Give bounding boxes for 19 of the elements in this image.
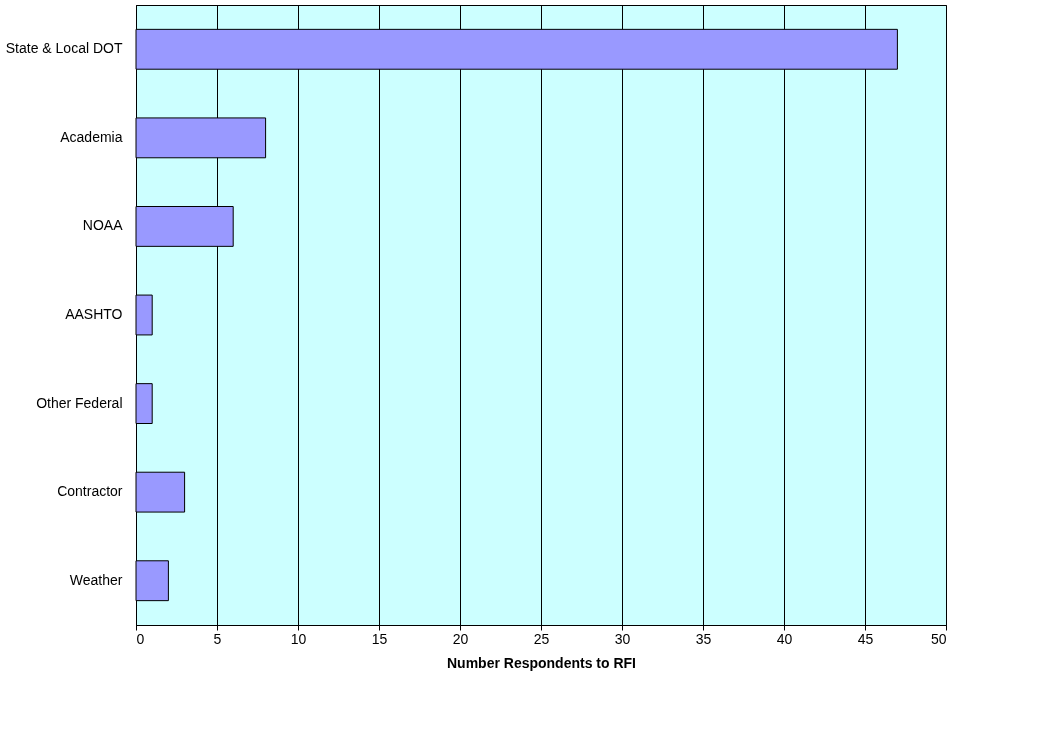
x-tick-label: 30: [614, 630, 631, 647]
y-tick-label: Academia: [60, 128, 123, 145]
x-tick-label: 35: [695, 630, 712, 647]
x-tick-label: 25: [533, 630, 550, 647]
x-tick-label: 50: [930, 630, 947, 647]
x-tick-label: 15: [371, 630, 388, 647]
y-tick-label: Weather: [69, 571, 123, 588]
x-tick-label: 45: [857, 630, 874, 647]
y-tick-label: State & Local DOT: [5, 40, 123, 57]
x-axis-title: Number Respondents to RFI: [446, 654, 637, 671]
y-tick-label: AASHTO: [65, 306, 123, 322]
y-tick-label: Other Federal: [36, 394, 123, 411]
x-tick-label: 20: [452, 630, 469, 647]
y-tick-label: Contractor: [57, 483, 123, 500]
x-tick-label: 0: [136, 630, 145, 647]
x-tick-label: 5: [213, 630, 222, 647]
y-tick-label: NOAA: [82, 217, 124, 234]
x-tick-label: 10: [290, 630, 307, 647]
x-tick-label: 40: [776, 630, 793, 647]
